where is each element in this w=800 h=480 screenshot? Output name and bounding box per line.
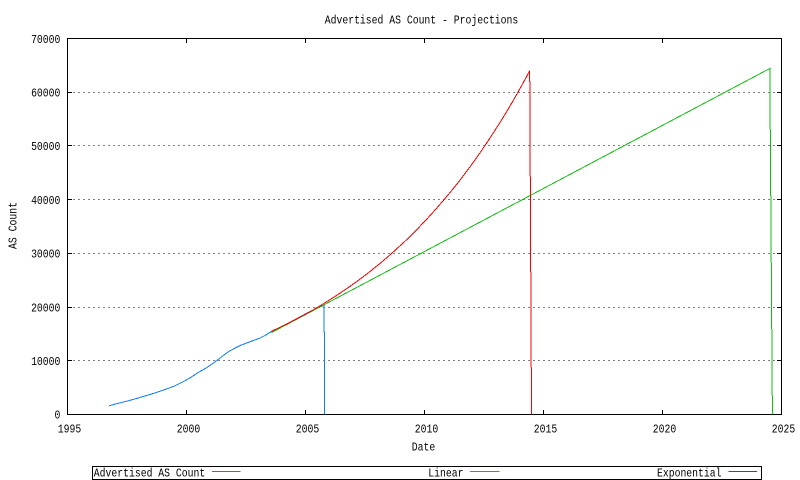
svg-text:70000: 70000 xyxy=(31,34,60,47)
svg-text:Exponential: Exponential xyxy=(657,468,722,480)
svg-text:2015: 2015 xyxy=(534,424,557,437)
svg-text:0: 0 xyxy=(55,410,61,423)
svg-text:2025: 2025 xyxy=(772,424,795,437)
svg-text:2010: 2010 xyxy=(415,424,438,437)
svg-text:20000: 20000 xyxy=(31,303,60,316)
svg-text:Advertised AS Count: Advertised AS Count xyxy=(94,468,205,480)
svg-text:AS Count: AS Count xyxy=(8,202,21,249)
svg-text:Date: Date xyxy=(412,442,435,455)
svg-text:40000: 40000 xyxy=(31,195,60,208)
svg-text:30000: 30000 xyxy=(31,249,60,262)
svg-text:2020: 2020 xyxy=(653,424,676,437)
svg-text:60000: 60000 xyxy=(31,88,60,101)
svg-text:Advertised AS Count - Projecti: Advertised AS Count - Projections xyxy=(325,15,519,28)
svg-text:2005: 2005 xyxy=(296,424,319,437)
svg-text:50000: 50000 xyxy=(31,141,60,154)
svg-text:Linear: Linear xyxy=(428,468,463,480)
svg-text:2000: 2000 xyxy=(177,424,200,437)
svg-text:1995: 1995 xyxy=(58,424,81,437)
svg-text:10000: 10000 xyxy=(31,356,60,369)
